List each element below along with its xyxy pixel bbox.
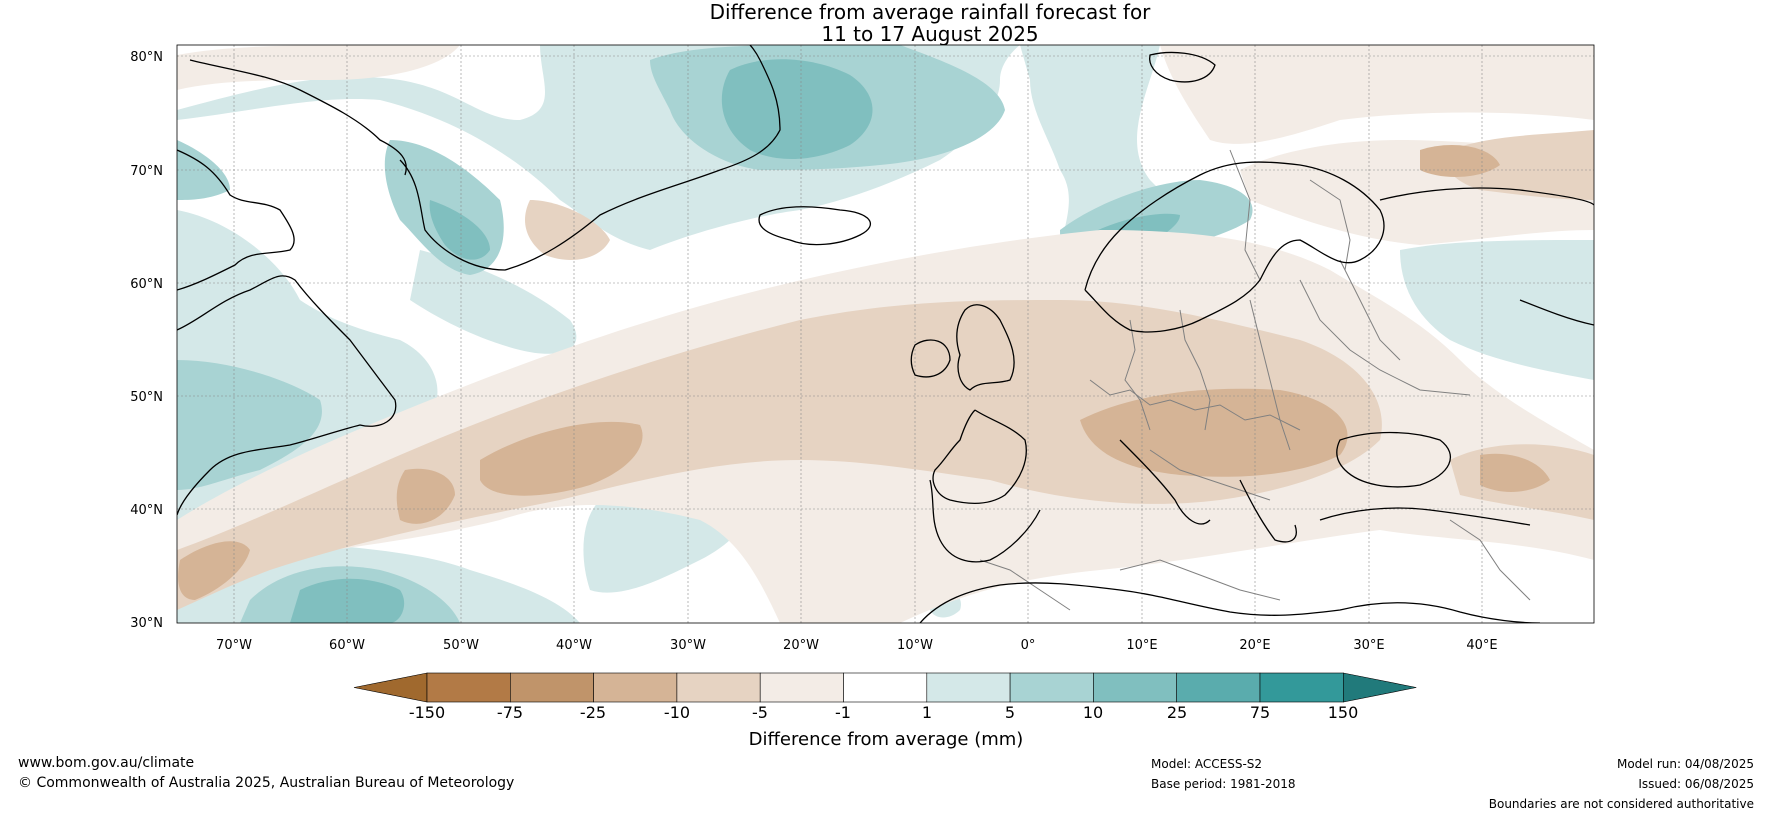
anomaly-region — [480, 421, 643, 496]
colorbar-tick-label: -150 — [409, 703, 445, 722]
anomaly-region — [1160, 45, 1594, 144]
colorbar-tick-label: 150 — [1328, 703, 1359, 722]
anomaly-region — [177, 140, 230, 200]
coastline-greenland — [399, 45, 781, 271]
coastline-europe-west — [932, 409, 1027, 504]
website-text: www.bom.gov.au/climate — [18, 755, 195, 771]
anomaly-shading — [177, 45, 1594, 623]
coastline-anatolia — [1319, 507, 1531, 526]
coastline-russia-north — [1379, 187, 1594, 206]
map-frame — [176, 44, 1595, 624]
lat-label: 60°N — [130, 277, 163, 292]
lon-labels: 70°W 60°W 50°W 40°W 30°W 20°W 10°W 0° 10… — [216, 638, 1498, 653]
lat-label: 30°N — [130, 616, 163, 631]
country-borders — [979, 149, 1531, 611]
coastline-svalbard — [1149, 51, 1216, 83]
coastline-iceland — [758, 206, 872, 246]
colorbar-tick-label: -25 — [580, 703, 606, 722]
lon-label: 10°E — [1126, 638, 1157, 653]
coastline-iberia — [929, 479, 1041, 563]
anomaly-region — [396, 468, 455, 524]
colorbar-tick-labels: -150 -75 -25 -10 -5 -1 1 5 10 25 75 150 — [409, 703, 1358, 722]
colorbar-tick-label: 1 — [922, 703, 932, 722]
lon-label: 20°E — [1239, 638, 1270, 653]
coastlines — [177, 45, 1594, 623]
colorbar-tick-label: -5 — [752, 703, 768, 722]
lat-label: 50°N — [130, 390, 163, 405]
issued-text: Issued: 06/08/2025 — [1638, 777, 1754, 791]
coastline-black-sea — [1336, 431, 1452, 488]
lon-label: 70°W — [216, 638, 252, 653]
lon-label: 0° — [1021, 638, 1036, 653]
colorbar-segment — [593, 672, 678, 703]
coastline-italy — [1119, 439, 1211, 525]
colorbar — [353, 672, 1417, 703]
anomaly-region — [1446, 130, 1594, 200]
anomaly-region — [178, 541, 250, 600]
map-title-line-2: 11 to 17 August 2025 — [821, 22, 1039, 46]
anomaly-region — [1480, 453, 1550, 492]
anomaly-region — [1420, 145, 1500, 177]
anomaly-region — [1400, 240, 1594, 380]
colorbar-tick-label: -1 — [835, 703, 851, 722]
anomaly-region — [525, 200, 610, 260]
lon-label: 60°W — [329, 638, 365, 653]
lon-label: 40°E — [1466, 638, 1497, 653]
colorbar-segment — [1259, 672, 1344, 703]
anomaly-region — [410, 250, 577, 354]
colorbar-title: Difference from average (mm) — [749, 729, 1024, 750]
colorbar-segment — [926, 672, 1011, 703]
colorbar-segment — [759, 672, 844, 703]
lat-label: 40°N — [130, 503, 163, 518]
lat-label: 70°N — [130, 164, 163, 179]
model-text: Model: ACCESS-S2 — [1151, 757, 1263, 771]
coastline-ireland — [910, 339, 951, 378]
colorbar-tick-label: 5 — [1005, 703, 1015, 722]
graticule — [177, 45, 1594, 623]
lon-label: 40°W — [556, 638, 592, 653]
lon-label: 30°E — [1353, 638, 1384, 653]
lon-label: 50°W — [443, 638, 479, 653]
colorbar-segment — [1009, 672, 1094, 703]
anomaly-region — [177, 360, 322, 490]
colorbar-tick-label: 25 — [1167, 703, 1187, 722]
colorbar-segment — [676, 672, 761, 703]
coastline-labrador — [177, 275, 397, 516]
anomaly-region — [1080, 388, 1348, 477]
coastline-greece — [1239, 479, 1297, 543]
colorbar-tick-label: -10 — [664, 703, 690, 722]
colorbar-segment — [843, 672, 928, 703]
anomaly-region — [721, 59, 873, 160]
coastline-north-africa — [919, 582, 1541, 623]
coastline-scandinavia — [1084, 161, 1385, 333]
colorbar-segment — [1176, 672, 1261, 703]
lon-label: 30°W — [670, 638, 706, 653]
coastline-north-america — [177, 149, 295, 291]
lat-labels: 80°N 70°N 60°N 50°N 40°N 30°N — [130, 50, 163, 631]
colorbar-segment — [1093, 672, 1178, 703]
model-run-text: Model run: 04/08/2025 — [1616, 757, 1754, 771]
lon-label: 10°W — [897, 638, 933, 653]
lat-label: 80°N — [130, 50, 163, 65]
colorbar-tick-label: 75 — [1250, 703, 1270, 722]
map-title-line-1: Difference from average rainfall forecas… — [709, 0, 1151, 24]
coastline-uk — [956, 304, 1015, 391]
colorbar-extend-low — [353, 672, 428, 703]
anomaly-region — [290, 578, 405, 623]
lon-label: 20°W — [783, 638, 819, 653]
colorbar-segment — [426, 672, 511, 703]
colorbar-tick-label: -75 — [497, 703, 523, 722]
copyright-text: © Commonwealth of Australia 2025, Austra… — [18, 775, 515, 791]
disclaimer-text: Boundaries are not considered authoritat… — [1488, 797, 1754, 811]
anomaly-region — [177, 300, 1382, 610]
coastline-novaya — [1519, 299, 1594, 326]
coastline-baffin — [189, 59, 407, 176]
base-period-text: Base period: 1981-2018 — [1151, 777, 1296, 791]
colorbar-extend-high — [1343, 672, 1417, 703]
colorbar-segment — [509, 672, 594, 703]
anomaly-region — [429, 200, 490, 260]
colorbar-tick-label: 10 — [1083, 703, 1103, 722]
